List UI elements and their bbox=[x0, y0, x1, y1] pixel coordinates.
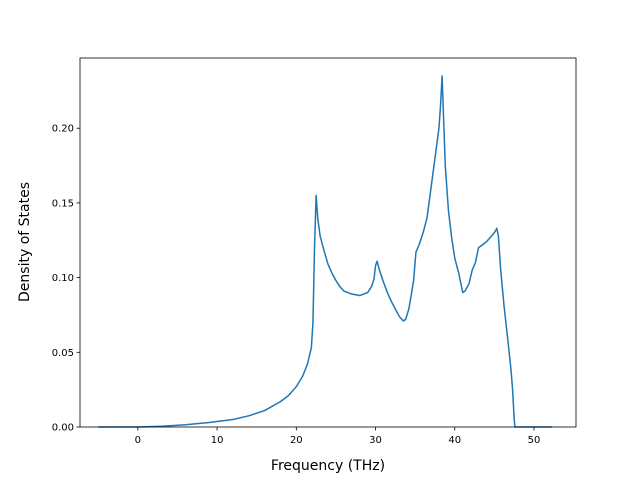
dos-series-line-0 bbox=[98, 75, 553, 428]
y-axis-ticks: 0.00 0.05 0.10 0.15 0.20 bbox=[52, 124, 80, 434]
x-tick-label: 40 bbox=[448, 435, 461, 446]
y-tick-label: 0.05 bbox=[52, 348, 74, 359]
y-axis-label: Density of States bbox=[17, 182, 33, 302]
x-tick-label: 20 bbox=[290, 435, 303, 446]
x-axis-label: Frequency (THz) bbox=[271, 458, 385, 474]
x-tick-label: 10 bbox=[211, 435, 224, 446]
plot-area bbox=[98, 75, 553, 428]
y-tick-label: 0.00 bbox=[52, 423, 74, 434]
x-tick-label: 50 bbox=[528, 435, 541, 446]
x-axis-ticks: 0 10 20 30 40 50 bbox=[135, 427, 541, 446]
plot-frame bbox=[79, 57, 577, 428]
x-tick-label: 30 bbox=[369, 435, 382, 446]
y-tick-label: 0.15 bbox=[52, 198, 74, 209]
y-tick-label: 0.20 bbox=[52, 124, 74, 135]
y-tick-label: 0.10 bbox=[52, 273, 74, 284]
x-tick-label: 0 bbox=[135, 435, 141, 446]
